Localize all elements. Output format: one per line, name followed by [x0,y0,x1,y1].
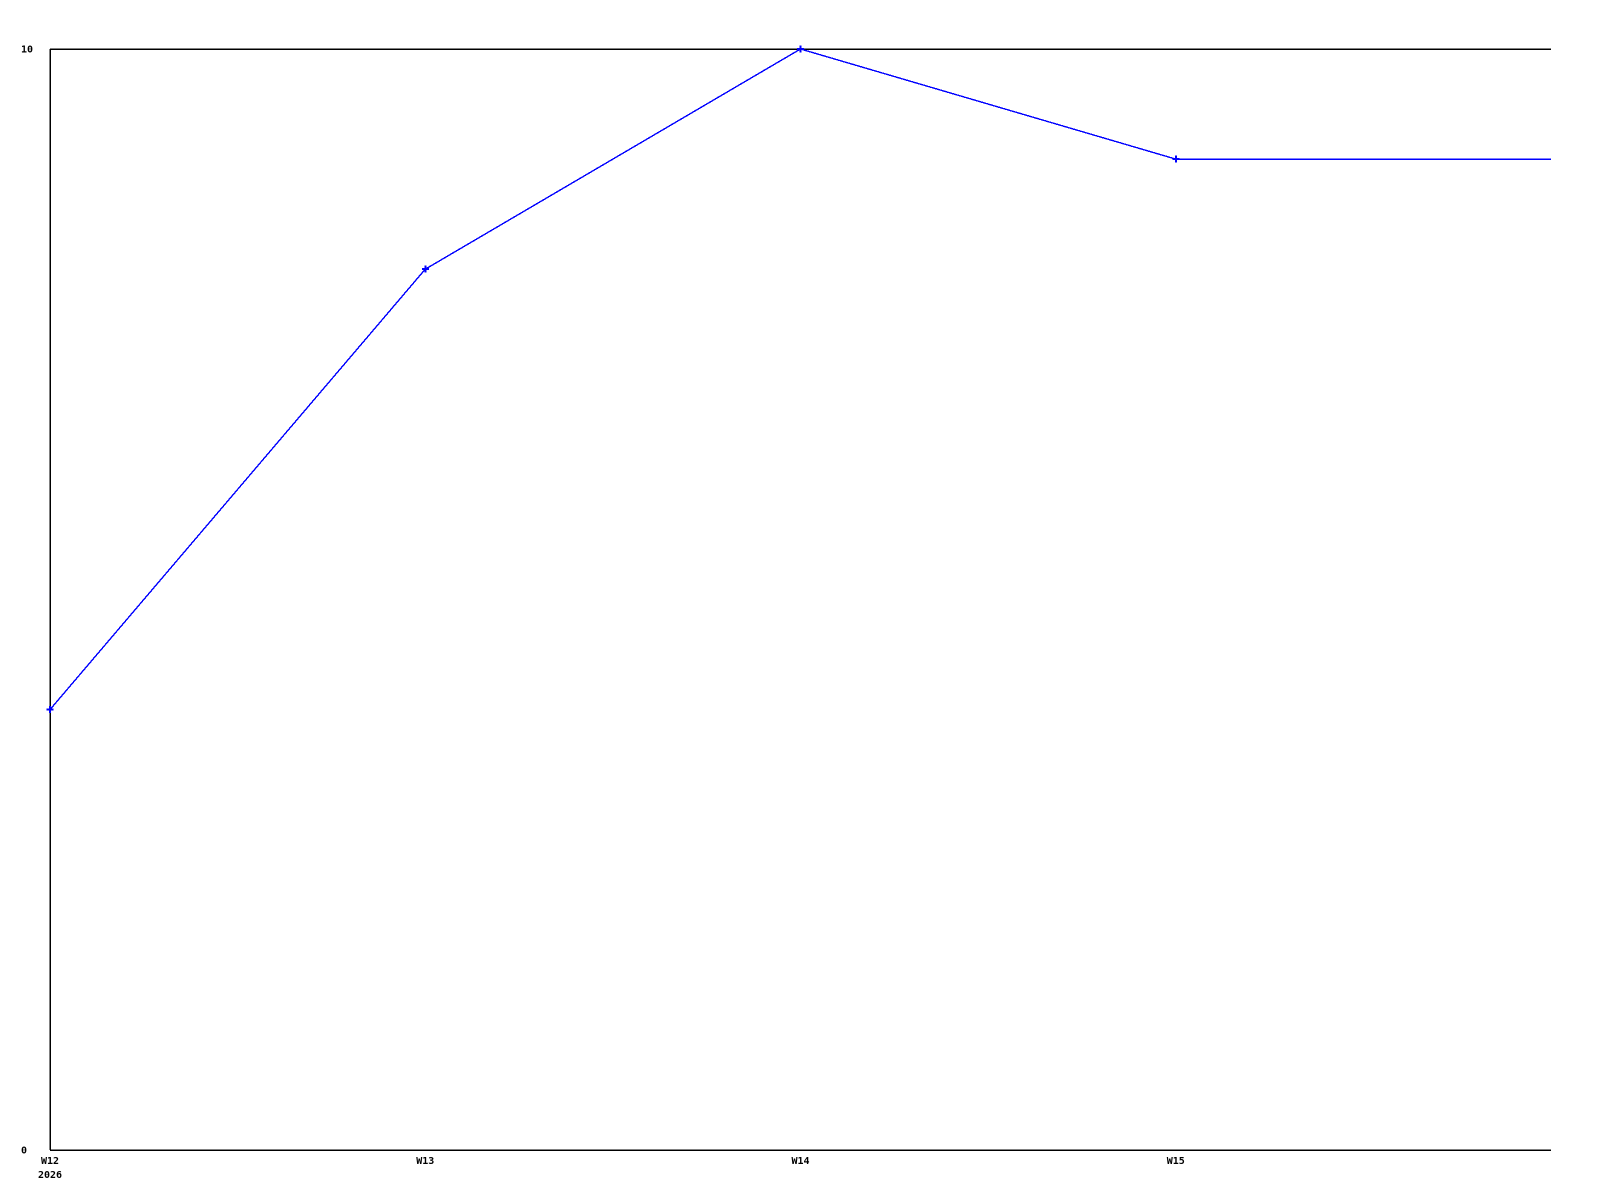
x-tick-label-W15: W15 [1167,1156,1185,1167]
data-point-marker-W15 [1172,155,1180,163]
data-line [49,48,1551,711]
x-tick-label-W13: W13 [416,1156,434,1167]
data-point-marker-W14 [797,45,804,53]
data-point-marker-W13 [421,265,429,273]
y-tick-label-0: 0 [21,1146,27,1157]
data-point-marker-W12 [46,706,54,714]
x-tick-label-W12: W12 [41,1156,59,1167]
x-tick-label-W14: W14 [791,1156,809,1167]
labels-layer: 0 10 W12 W13 W14 W15 2026 [21,45,1185,1182]
y-tick-label-10: 10 [21,45,33,56]
axes-layer [49,48,1551,1151]
series-layer [46,45,1551,714]
x-axis-year-label: 2026 [38,1170,62,1181]
